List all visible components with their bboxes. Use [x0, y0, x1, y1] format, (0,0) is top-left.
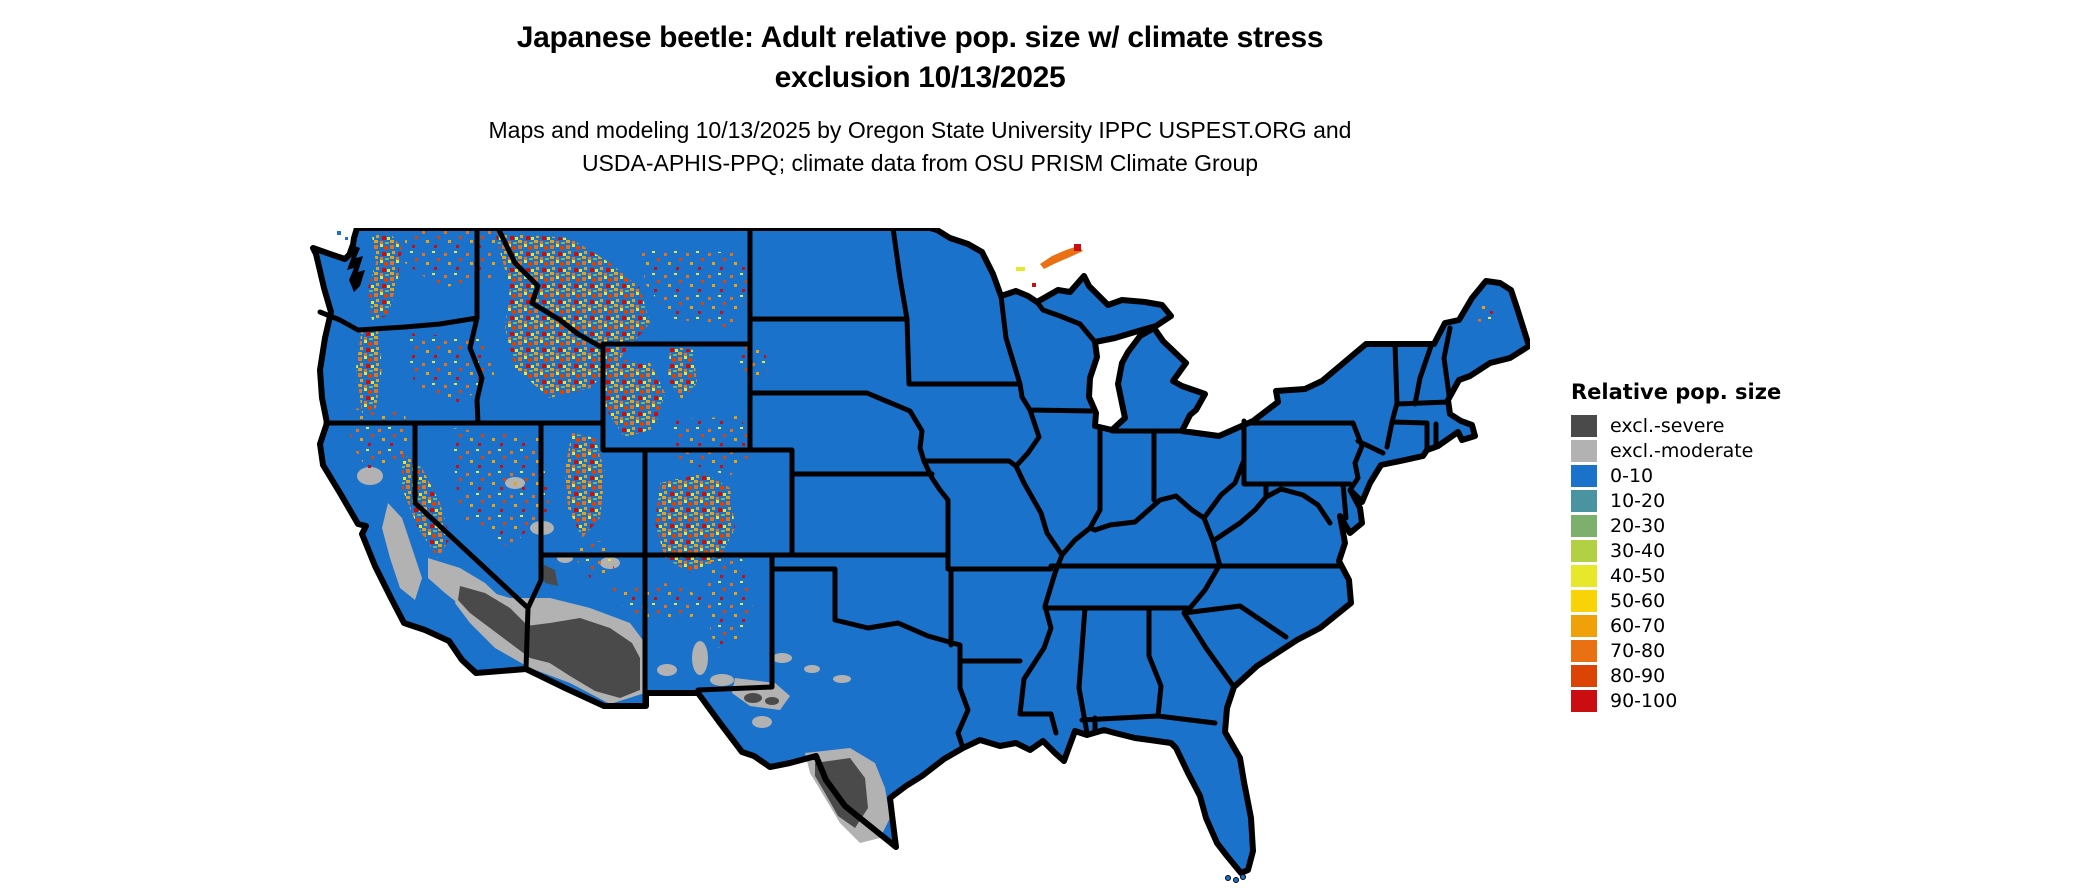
legend-label: 80-90: [1610, 664, 1666, 687]
legend-item: excl.-moderate: [1571, 438, 1801, 463]
attribution-line-2: USDA-APHIS-PPQ; climate data from OSU PR…: [581, 150, 1259, 176]
legend-label: 60-70: [1610, 614, 1666, 637]
legend-item: 0-10: [1571, 463, 1801, 488]
legend-label: 20-30: [1610, 514, 1666, 537]
legend-item: 40-50: [1571, 563, 1801, 588]
legend-item: 80-90: [1571, 663, 1801, 688]
legend-label: 90-100: [1610, 689, 1678, 712]
legend-item: 70-80: [1571, 638, 1801, 663]
legend-item: 90-100: [1571, 688, 1801, 713]
attribution-line-1: Maps and modeling 10/13/2025 by Oregon S…: [488, 117, 1352, 143]
northwest-offshore-specks: [337, 231, 348, 240]
map-legend: Relative pop. size excl.-severe excl.-mo…: [1571, 380, 1801, 713]
legend-swatch-0-10: [1571, 464, 1597, 487]
legend-swatch-60-70: [1571, 614, 1597, 637]
legend-label: 50-60: [1610, 589, 1666, 612]
legend-label: excl.-moderate: [1610, 439, 1754, 462]
legend-swatch-80-90: [1571, 664, 1597, 687]
legend-swatch-20-30: [1571, 514, 1597, 537]
exclusion-severe-zones: [458, 563, 868, 828]
legend-swatch-90-100: [1571, 689, 1597, 712]
legend-label: 70-80: [1610, 639, 1666, 662]
legend-item: 60-70: [1571, 613, 1801, 638]
legend-label: 10-20: [1610, 489, 1666, 512]
title-line-1: Japanese beetle: Adult relative pop. siz…: [516, 21, 1324, 54]
florida-keys: [1225, 874, 1246, 883]
legend-swatch-40-50: [1571, 564, 1597, 587]
nation-outline: [310, 225, 1532, 876]
superior-shore-specks: [1016, 267, 1036, 287]
legend-swatch-70-80: [1571, 639, 1597, 662]
us-map: [310, 225, 1532, 888]
legend-swatch-excl-moderate: [1571, 439, 1597, 462]
map-attribution: Maps and modeling 10/13/2025 by Oregon S…: [260, 114, 1580, 180]
legend-item: 30-40: [1571, 538, 1801, 563]
legend-title: Relative pop. size: [1571, 380, 1782, 404]
legend-swatch-30-40: [1571, 539, 1597, 562]
state-borders: [317, 225, 1453, 751]
puget-sound: [345, 244, 365, 292]
us-map-svg: [310, 225, 1532, 883]
legend-item: 20-30: [1571, 513, 1801, 538]
legend-swatch-excl-severe: [1571, 414, 1597, 437]
legend-swatch-10-20: [1571, 489, 1597, 512]
legend-label: 30-40: [1610, 539, 1666, 562]
title-line-2: exclusion 10/13/2025: [774, 61, 1066, 94]
legend-item: excl.-severe: [1571, 413, 1801, 438]
legend-item: 50-60: [1571, 588, 1801, 613]
legend-item: 10-20: [1571, 488, 1801, 513]
legend-swatch-50-60: [1571, 589, 1597, 612]
legend-label: 40-50: [1610, 564, 1666, 587]
legend-label: excl.-severe: [1610, 414, 1725, 437]
isle-royale-hotspot: [1040, 244, 1083, 269]
legend-label: 0-10: [1610, 464, 1654, 487]
page-title: Japanese beetle: Adult relative pop. siz…: [310, 18, 1530, 98]
